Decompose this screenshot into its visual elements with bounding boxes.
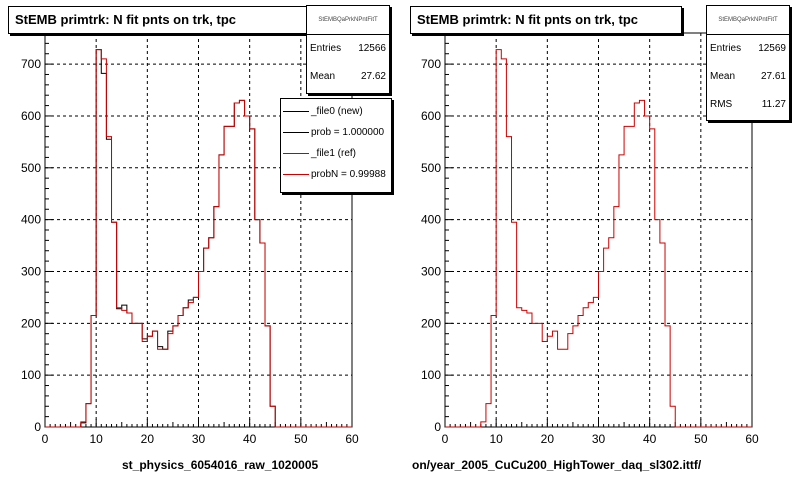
right-x-tick-label: 10 [489, 432, 503, 446]
left-stats-name: StEMBQaPrkNPntFitT [307, 6, 389, 35]
right-series-0 [445, 49, 752, 428]
legend-swatch-red [283, 153, 309, 154]
right-y-tick-label: 200 [421, 316, 441, 330]
right-x-tick-label: 50 [694, 432, 708, 446]
legend-label: prob = 1.000000 [311, 127, 385, 138]
left-y-tick-label: 700 [21, 57, 41, 71]
left-series-1 [45, 49, 352, 428]
left-x-tick-label: 20 [141, 432, 155, 446]
right-x-tick-label: 30 [592, 432, 606, 446]
right-x-tick-label: 20 [541, 432, 555, 446]
right-stats-rms-value: 11.27 [761, 99, 786, 110]
right-title: StEMB primtrk: N fit pnts on trk, tpc [410, 6, 682, 34]
right-stats-mean: Mean 27.61 [707, 63, 789, 91]
right-stats-mean-label: Mean [710, 71, 736, 82]
left-y-tick-label: 100 [21, 368, 41, 382]
left-x-tick-label: 0 [42, 432, 49, 446]
left-x-tick-label: 40 [243, 432, 257, 446]
legend-label: _file1 (ref) [311, 148, 357, 159]
right-y-tick-label: 0 [434, 420, 441, 434]
right-y-tick-label: 400 [421, 213, 441, 227]
left-y-tick-label: 600 [21, 109, 41, 123]
left-stats-box: StEMBQaPrkNPntFitT Entries 12566 Mean 27… [306, 5, 390, 94]
right-y-tick-label: 500 [421, 161, 441, 175]
right-x-tick-label: 60 [745, 432, 759, 446]
left-legend: _file0 (new) prob = 1.000000 _file1 (ref… [280, 98, 392, 193]
right-stats-name: StEMBQaPrkNPntFitT [707, 6, 789, 35]
left-x-title: st_physics_6054016_raw_1020005 [122, 458, 319, 472]
left-y-tick-label: 0 [34, 420, 41, 434]
left-x-tick-label: 30 [192, 432, 206, 446]
right-y-tick-label: 600 [421, 109, 441, 123]
right-x-title: on/year_2005_CuCu200_HighTower_daq_sl302… [412, 458, 702, 472]
left-stats-entries: Entries 12566 [307, 35, 389, 63]
right-x-tick-label: 0 [442, 432, 449, 446]
legend-entry-prob: prob = 1.000000 [281, 122, 391, 143]
left-x-tick-label: 60 [345, 432, 359, 446]
right-stats-entries-label: Entries [710, 43, 742, 54]
legend-swatch-red [283, 174, 309, 175]
left-y-tick-label: 300 [21, 264, 41, 278]
legend-label: _file0 (new) [311, 106, 363, 117]
right-stats-rms: RMS 11.27 [707, 91, 789, 119]
right-x-tick-label: 40 [643, 432, 657, 446]
left-stats-mean: Mean 27.62 [307, 63, 389, 91]
left-x-tick-label: 10 [89, 432, 103, 446]
legend-entry-file1: _file1 (ref) [281, 143, 391, 164]
legend-entry-file0: _file0 (new) [281, 101, 391, 122]
legend-entry-probn: probN = 0.99988 [281, 164, 391, 185]
right-stats-mean-value: 27.61 [760, 71, 786, 82]
right-stats-rms-label: RMS [710, 99, 733, 110]
left-y-tick-label: 500 [21, 161, 41, 175]
left-stats-mean-label: Mean [310, 71, 336, 82]
left-y-tick-label: 400 [21, 213, 41, 227]
left-title: StEMB primtrk: N fit pnts on trk, tpc [8, 6, 310, 34]
right-y-tick-label: 100 [421, 368, 441, 382]
right-stats-box: StEMBQaPrkNPntFitT Entries 12569 Mean 27… [706, 5, 790, 121]
legend-label: probN = 0.99988 [311, 169, 386, 180]
left-stats-entries-value: 12566 [358, 43, 386, 54]
left-stats-entries-label: Entries [310, 43, 342, 54]
right-y-tick-label: 700 [421, 57, 441, 71]
legend-swatch-black [283, 132, 309, 133]
left-x-tick-label: 50 [294, 432, 308, 446]
left-stats-mean-value: 27.62 [360, 71, 386, 82]
left-y-tick-label: 200 [21, 316, 41, 330]
legend-swatch-black [283, 111, 309, 112]
right-y-tick-label: 300 [421, 264, 441, 278]
right-stats-entries-value: 12569 [758, 43, 786, 54]
right-stats-entries: Entries 12569 [707, 35, 789, 63]
